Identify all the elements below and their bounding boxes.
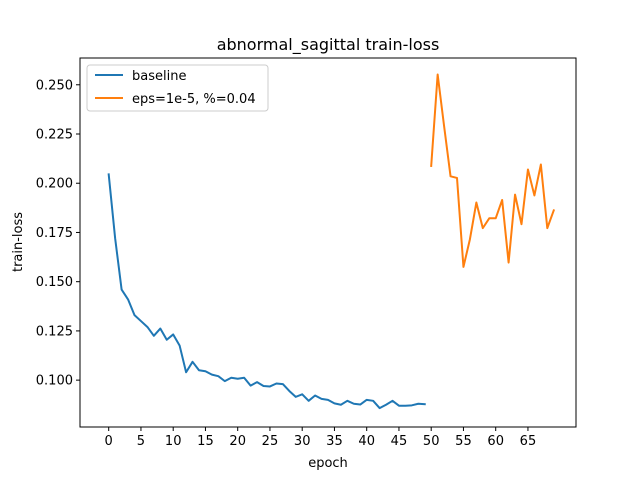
series-line-eps: [430, 73, 556, 268]
x-tick-label: 25: [262, 434, 279, 449]
x-tick-label: 35: [326, 434, 343, 449]
y-axis-label: train-loss: [11, 212, 26, 272]
x-tick-label: 65: [520, 434, 537, 449]
legend-box: [86, 64, 269, 112]
x-tick-label: 15: [197, 434, 214, 449]
legend-label-baseline: baseline: [132, 69, 186, 84]
y-tick-label: 0.125: [36, 324, 73, 339]
y-tick-label: 0.250: [36, 78, 73, 93]
x-tick-label: 60: [487, 434, 504, 449]
x-axis-label: epoch: [308, 456, 348, 471]
y-tick-label: 0.100: [36, 374, 73, 389]
x-tick-label: 40: [358, 434, 375, 449]
x-tick-label: 55: [455, 434, 472, 449]
y-tick-label: 0.150: [36, 275, 73, 290]
series-line-baseline: [107, 173, 426, 410]
y-tick-label: 0.200: [36, 177, 73, 192]
legend-label-eps: eps=1e-5, %=0.04: [132, 92, 256, 107]
y-tick-label: 0.225: [36, 128, 73, 143]
x-tick-label: 20: [229, 434, 246, 449]
series-layer: [107, 73, 556, 410]
x-axis-ticks: 0 5 10 15 20 25 30 35 40 45 50 55 60 65: [105, 427, 537, 449]
x-tick-label: 5: [137, 434, 145, 449]
y-tick-label: 0.175: [36, 226, 73, 241]
x-tick-label: 50: [423, 434, 440, 449]
x-tick-label: 45: [391, 434, 408, 449]
chart-title: abnormal_sagittal train-loss: [217, 35, 440, 55]
legend: baseline eps=1e-5, %=0.04: [86, 64, 269, 112]
x-tick-label: 30: [294, 434, 311, 449]
x-tick-label: 10: [165, 434, 182, 449]
plot-area: [80, 58, 576, 427]
y-axis-ticks: 0.100 0.125 0.150 0.175 0.200 0.225 0.250: [36, 78, 80, 389]
plot-frame: [79, 57, 577, 428]
x-tick-label: 0: [105, 434, 113, 449]
